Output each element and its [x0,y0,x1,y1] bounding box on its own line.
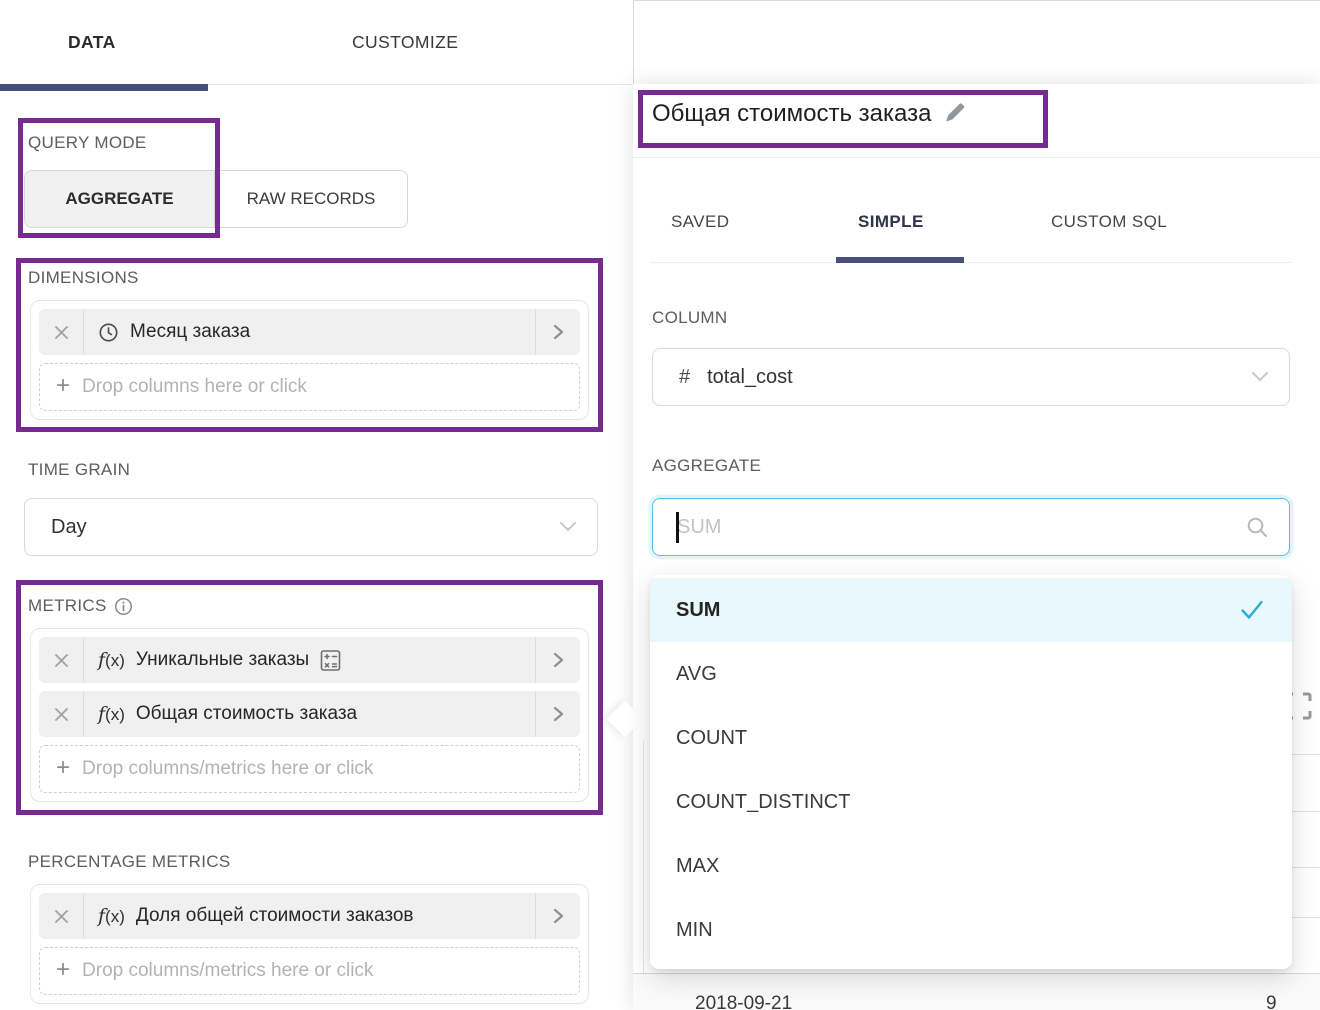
search-icon [1245,515,1269,539]
column-select[interactable]: # total_cost [652,348,1290,406]
left-tab-bar [0,0,633,85]
query-mode-label: QUERY MODE [28,133,147,152]
metric-expand-chevron-icon[interactable] [535,893,580,939]
table-row-divider [1292,917,1320,918]
panel-divider [633,0,634,84]
tab-simple[interactable]: SIMPLE [858,212,924,231]
percentage-metrics-container: f(x) Доля общей стоимости заказов + Drop… [30,884,589,1004]
dropzone-placeholder: Drop columns/metrics here or click [82,758,374,779]
table-cell-value: 9 [1266,993,1277,1010]
active-tab-indicator [0,84,208,91]
option-avg[interactable]: AVG [676,662,717,685]
dimensions-label: DIMENSIONS [28,268,139,287]
option-count[interactable]: COUNT [676,726,748,749]
aggregate-search-select[interactable] [652,498,1290,556]
remove-dimension-button[interactable] [39,309,84,355]
aggregate-label: AGGREGATE [652,456,762,475]
remove-metric-button[interactable] [39,893,84,939]
time-grain-value: Day [51,515,87,538]
metric-name: Общая стоимость заказа [135,703,358,724]
metrics-dropzone[interactable]: + Drop columns/metrics here or click [39,745,580,793]
tabs-divider [650,262,1292,263]
active-tab-indicator [836,257,964,263]
column-label: COLUMN [652,308,728,327]
metric-expand-chevron-icon[interactable] [535,637,580,683]
tab-customize[interactable]: CUSTOMIZE [352,32,459,52]
title-divider [633,157,1320,158]
option-min[interactable]: MIN [676,918,713,941]
chevron-down-icon [559,521,577,533]
percentage-metrics-label: PERCENTAGE METRICS [28,852,231,871]
metric-pill[interactable]: f(x) Общая стоимость заказа [39,691,580,737]
metric-name: Уникальные заказы [135,649,310,670]
option-sum[interactable]: SUM [650,578,1292,642]
column-value: total_cost [707,365,793,388]
remove-metric-button[interactable] [39,691,84,737]
dimensions-container: Месяц заказа + Drop columns here or clic… [30,300,589,420]
edit-pencil-icon[interactable] [943,101,970,128]
results-table-partial-row: 2018-09-21 9 [633,973,1320,1010]
top-divider [633,0,1320,1]
tab-custom-sql[interactable]: CUSTOM SQL [1051,212,1168,231]
tab-data[interactable]: DATA [68,32,116,52]
hash-icon: # [679,365,691,388]
calculator-icon [320,649,341,672]
table-row-divider [1292,811,1320,812]
chevron-down-icon [1251,371,1269,383]
dimensions-dropzone[interactable]: + Drop columns here or click [39,363,580,411]
dimension-name: Месяц заказа [130,321,251,342]
check-icon [1240,600,1264,620]
query-mode-toggle: AGGREGATE RAW RECORDS [24,170,408,228]
fx-icon: f(x) [98,703,125,725]
table-row-divider [1292,867,1320,868]
time-grain-label: TIME GRAIN [28,460,131,479]
info-icon [114,597,133,616]
percentage-metrics-dropzone[interactable]: + Drop columns/metrics here or click [39,947,580,995]
metric-title-text: Общая стоимость заказа [652,100,932,127]
clock-icon [98,322,119,343]
plus-icon: + [56,372,71,399]
metric-name: Доля общей стоимости заказов [135,905,414,926]
text-caret [676,512,679,543]
remove-metric-button[interactable] [39,637,84,683]
results-panel-edge [643,740,644,1010]
table-row-divider [1292,754,1320,755]
dropzone-placeholder: Drop columns/metrics here or click [82,960,374,981]
raw-records-mode-button[interactable]: RAW RECORDS [215,171,407,227]
metrics-label: METRICS [28,596,133,616]
option-max[interactable]: MAX [676,854,720,877]
dimension-expand-chevron-icon[interactable] [535,309,580,355]
fx-icon: f(x) [98,905,125,927]
metric-expand-chevron-icon[interactable] [535,691,580,737]
option-count-distinct[interactable]: COUNT_DISTINCT [676,790,851,813]
metric-pill[interactable]: f(x) Уникальные заказы [39,637,580,683]
aggregate-search-input[interactable] [677,515,1245,539]
plus-icon: + [56,956,71,983]
dimension-pill[interactable]: Месяц заказа [39,309,580,355]
time-grain-select[interactable]: Day [24,498,598,556]
plus-icon: + [56,754,71,781]
aggregate-dropdown: SUM AVG COUNT COUNT_DISTINCT MAX MIN [650,575,1292,969]
table-cell-date: 2018-09-21 [695,993,793,1010]
fx-icon: f(x) [98,649,125,671]
percentage-metric-pill[interactable]: f(x) Доля общей стоимости заказов [39,893,580,939]
metric-title[interactable]: Общая стоимость заказа [652,100,970,128]
aggregate-mode-button[interactable]: AGGREGATE [25,171,215,227]
tab-saved[interactable]: SAVED [671,212,730,231]
metrics-container: f(x) Уникальные заказы f(x) Общая стоимо… [30,628,589,802]
dropzone-placeholder: Drop columns here or click [82,376,307,397]
